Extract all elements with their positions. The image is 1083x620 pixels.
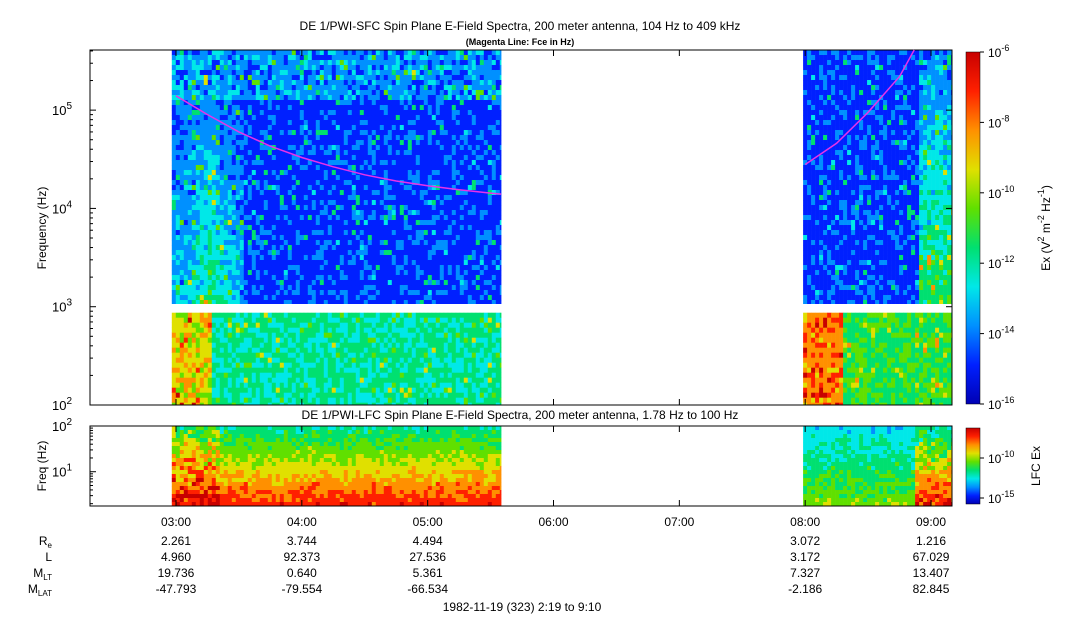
- x-tick-label: 07:00: [664, 515, 694, 529]
- lfc-colorbar: [965, 427, 981, 505]
- ephemeris-value: 0.640: [287, 566, 317, 580]
- ephemeris-value: 2.261: [161, 534, 191, 548]
- sfc-cb-tick-label: 10-10: [988, 184, 1014, 201]
- ephemeris-label: MLAT: [28, 582, 52, 598]
- lfc-plot-frame: [89, 425, 953, 507]
- ephemeris-label: L: [45, 550, 52, 564]
- ephemeris-value: -79.554: [281, 582, 322, 596]
- ephemeris-values: 2.261 4.960 19.736 -47.793 3.744 92.373 0.640 -…: [156, 534, 950, 596]
- lfc-y-tick-label: 101: [52, 463, 72, 480]
- lfc-y-label: Freq (Hz): [35, 441, 49, 492]
- sfc-y-tick-label: 102: [52, 396, 72, 413]
- x-tick-label: 05:00: [413, 515, 443, 529]
- fce-lines: [175, 49, 915, 195]
- sfc-subtitle: (Magenta Line: Fce in Hz): [466, 37, 575, 47]
- sfc-cb-tick-label: 10-16: [988, 395, 1014, 412]
- ephemeris-value: 13.407: [913, 566, 950, 580]
- ephemeris-value: 27.536: [409, 550, 446, 564]
- ephemeris-value: 3.172: [790, 550, 820, 564]
- sfc-cb-tick-label: 10-12: [988, 254, 1014, 271]
- sfc-y-tick-label: 105: [52, 101, 72, 118]
- ephemeris-value: -47.793: [156, 582, 197, 596]
- ephemeris-value: 7.327: [790, 566, 820, 580]
- lfc-colorbar-label: LFC Ex: [1029, 446, 1043, 486]
- ephemeris-value: 4.494: [413, 534, 443, 548]
- sfc-colorbar-ticks: 10-6 10-8 10-10 10-12 10-14 10-16: [980, 43, 1014, 412]
- ephemeris-value: -66.534: [407, 582, 448, 596]
- sfc-cb-tick-label: 10-14: [988, 325, 1014, 342]
- sfc-y-label: Frequency (Hz): [35, 187, 49, 270]
- lfc-title: DE 1/PWI-LFC Spin Plane E-Field Spectra,…: [302, 408, 739, 422]
- x-tick-label: 09:00: [916, 515, 946, 529]
- x-tick-label: 08:00: [790, 515, 820, 529]
- sfc-y-axis: 102 103 104 105: [52, 50, 952, 413]
- ephemeris-value: 3.744: [287, 534, 317, 548]
- ephemeris-value: 5.361: [413, 566, 443, 580]
- lfc-colorbar-ticks: 10-10 10-15: [980, 449, 1014, 506]
- sfc-colorbar-label: Ex (V2 m-2 Hz-1): [1036, 185, 1053, 271]
- sfc-colorbar: [965, 51, 981, 405]
- ephemeris-value: 3.072: [790, 534, 820, 548]
- ephemeris-value: 4.960: [161, 550, 191, 564]
- ephemeris-value: 1.216: [916, 534, 946, 548]
- sfc-cb-tick-label: 10-8: [988, 113, 1009, 130]
- ephemeris-value: 19.736: [158, 566, 195, 580]
- sfc-y-tick-label: 103: [52, 298, 72, 315]
- sfc-y-tick-label: 104: [52, 199, 72, 216]
- lfc-y-axis: 101 102: [52, 417, 96, 505]
- ephemeris-value: 67.029: [913, 550, 950, 564]
- lfc-spectrogram: [171, 426, 953, 507]
- ephemeris-label: MLT: [33, 566, 52, 582]
- sfc-title: DE 1/PWI-SFC Spin Plane E-Field Spectra,…: [300, 19, 741, 33]
- lfc-cb-tick-label: 10-10: [988, 449, 1014, 466]
- fce-line-1: [175, 95, 502, 195]
- time-axis: 03:00 04:00 05:00 06:00 07:00 08:00 09:00: [161, 50, 946, 529]
- fce-line-2: [804, 49, 915, 166]
- sfc-plot-frame: [89, 49, 953, 406]
- sfc-spectrogram: [171, 50, 953, 406]
- ephemeris-label: Re: [39, 534, 53, 550]
- lfc-y-tick-label: 102: [52, 417, 72, 434]
- x-tick-label: 03:00: [161, 515, 191, 529]
- ephemeris-value: -2.186: [788, 582, 822, 596]
- ephemeris-value: 92.373: [283, 550, 320, 564]
- lfc-cb-tick-label: 10-15: [988, 489, 1014, 506]
- footer-date-range: 1982-11-19 (323) 2:19 to 9:10: [443, 600, 602, 614]
- ephemeris-value: 82.845: [913, 582, 950, 596]
- x-tick-label: 04:00: [287, 515, 317, 529]
- x-tick-label: 06:00: [538, 515, 568, 529]
- sfc-cb-tick-label: 10-6: [988, 43, 1009, 60]
